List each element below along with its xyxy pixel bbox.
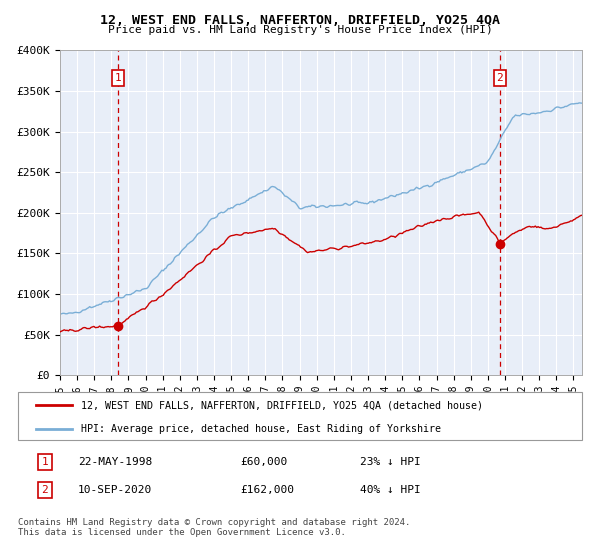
Text: 10-SEP-2020: 10-SEP-2020 [78,485,152,495]
Text: HPI: Average price, detached house, East Riding of Yorkshire: HPI: Average price, detached house, East… [81,424,441,434]
Text: 12, WEST END FALLS, NAFFERTON, DRIFFIELD, YO25 4QA (detached house): 12, WEST END FALLS, NAFFERTON, DRIFFIELD… [81,400,483,410]
Text: 40% ↓ HPI: 40% ↓ HPI [360,485,421,495]
Text: Price paid vs. HM Land Registry's House Price Index (HPI): Price paid vs. HM Land Registry's House … [107,25,493,35]
Text: 12, WEST END FALLS, NAFFERTON, DRIFFIELD, YO25 4QA: 12, WEST END FALLS, NAFFERTON, DRIFFIELD… [100,14,500,27]
Text: Contains HM Land Registry data © Crown copyright and database right 2024.
This d: Contains HM Land Registry data © Crown c… [18,518,410,538]
Text: 2: 2 [41,485,49,495]
Text: £162,000: £162,000 [240,485,294,495]
Text: 22-MAY-1998: 22-MAY-1998 [78,457,152,467]
Text: 1: 1 [115,73,121,83]
Text: £60,000: £60,000 [240,457,287,467]
Text: 2: 2 [496,73,503,83]
Text: 1: 1 [41,457,49,467]
Text: 23% ↓ HPI: 23% ↓ HPI [360,457,421,467]
